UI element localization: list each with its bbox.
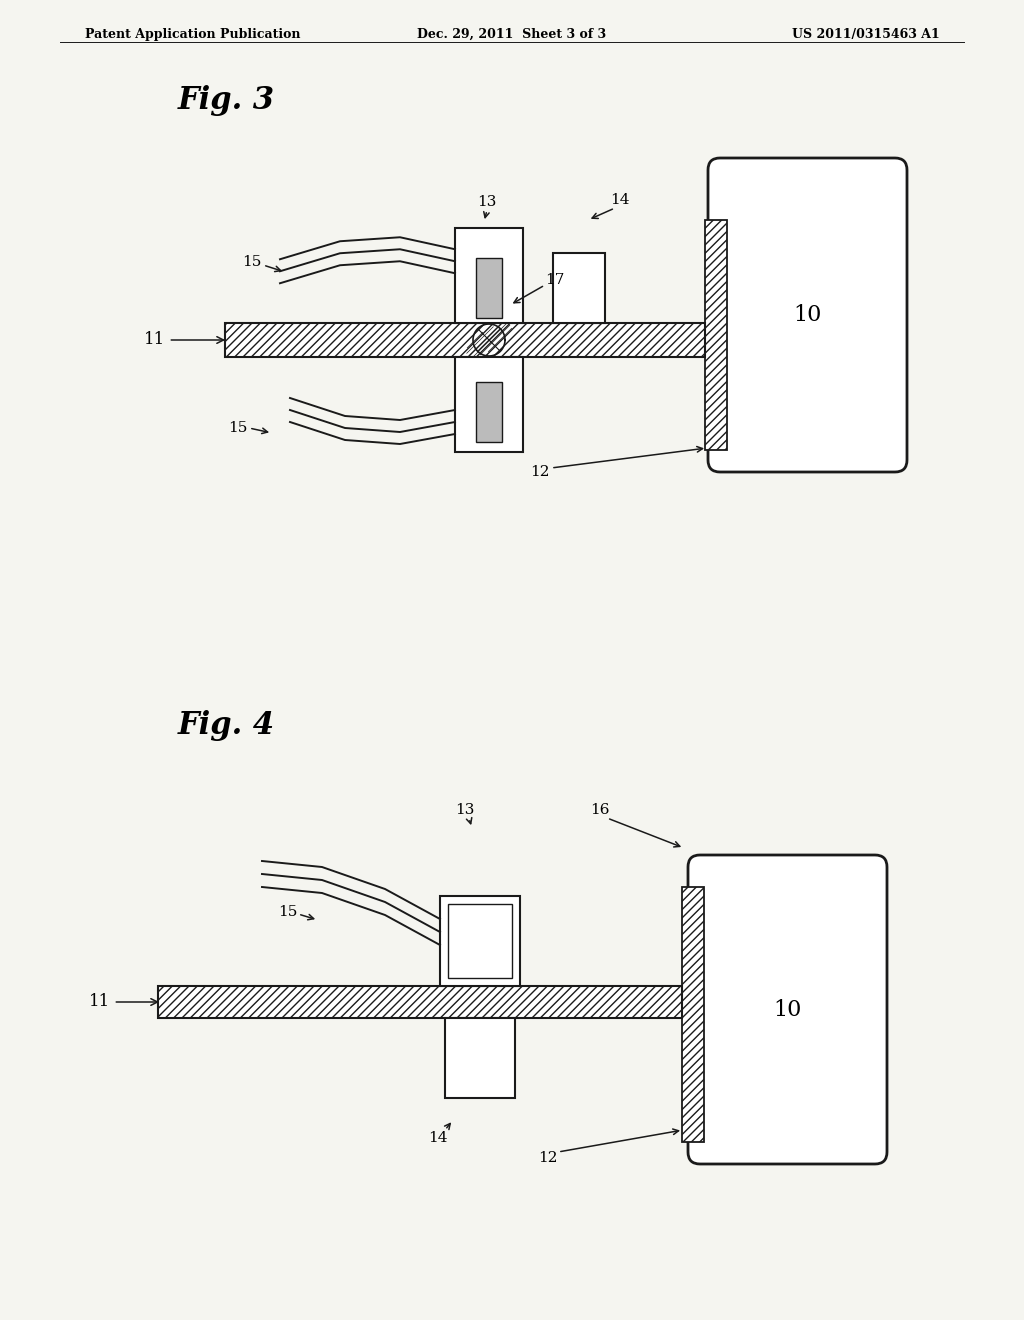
Bar bbox=[553, 253, 605, 323]
Text: 12: 12 bbox=[530, 465, 550, 479]
Text: 15: 15 bbox=[228, 421, 248, 436]
Bar bbox=[449, 904, 512, 978]
Bar bbox=[455, 356, 523, 451]
Bar bbox=[455, 228, 523, 323]
Text: 12: 12 bbox=[539, 1151, 558, 1166]
Bar bbox=[705, 220, 727, 450]
Text: 13: 13 bbox=[477, 195, 497, 209]
Bar bbox=[225, 323, 705, 356]
Bar bbox=[158, 986, 682, 1018]
Text: 14: 14 bbox=[428, 1131, 447, 1144]
Text: 13: 13 bbox=[456, 803, 475, 817]
Bar bbox=[705, 220, 727, 450]
Bar bbox=[225, 323, 705, 356]
Text: 17: 17 bbox=[545, 273, 564, 286]
Text: 10: 10 bbox=[773, 998, 802, 1020]
Text: 14: 14 bbox=[610, 193, 630, 207]
FancyBboxPatch shape bbox=[688, 855, 887, 1164]
FancyBboxPatch shape bbox=[708, 158, 907, 473]
Text: 10: 10 bbox=[794, 304, 821, 326]
Text: Patent Application Publication: Patent Application Publication bbox=[85, 28, 300, 41]
Bar bbox=[440, 896, 520, 986]
Bar bbox=[682, 887, 705, 1142]
Text: 15: 15 bbox=[279, 906, 298, 919]
Text: Fig. 3: Fig. 3 bbox=[178, 84, 275, 116]
Text: 11: 11 bbox=[89, 994, 158, 1011]
Bar bbox=[476, 381, 502, 442]
Text: 16: 16 bbox=[590, 803, 609, 817]
Text: Dec. 29, 2011  Sheet 3 of 3: Dec. 29, 2011 Sheet 3 of 3 bbox=[418, 28, 606, 41]
Bar bbox=[682, 887, 705, 1142]
Bar bbox=[476, 257, 502, 318]
Text: 11: 11 bbox=[144, 331, 223, 348]
Text: Fig. 4: Fig. 4 bbox=[178, 710, 275, 741]
Bar bbox=[445, 1018, 515, 1098]
Text: 15: 15 bbox=[243, 255, 262, 269]
Text: US 2011/0315463 A1: US 2011/0315463 A1 bbox=[793, 28, 940, 41]
Bar bbox=[158, 986, 682, 1018]
